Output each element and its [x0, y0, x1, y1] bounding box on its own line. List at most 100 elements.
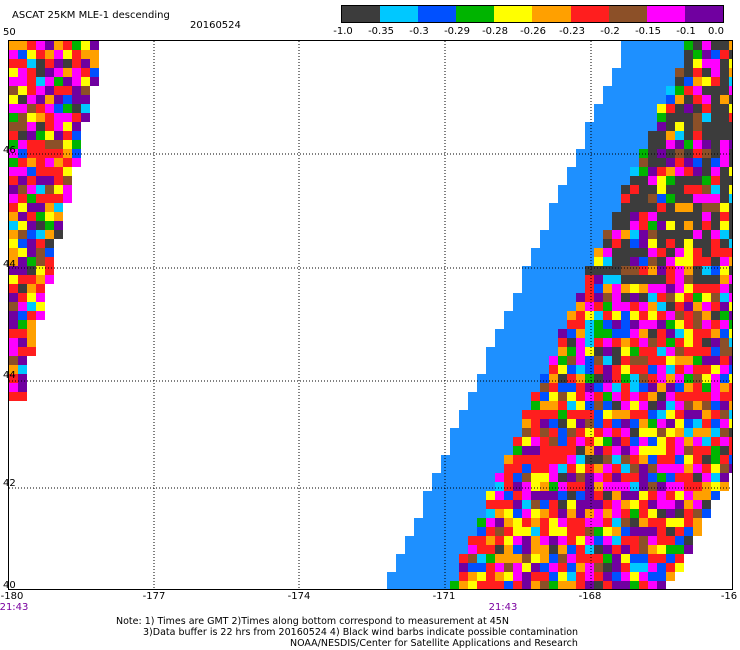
swath-cell	[594, 482, 603, 491]
swath-cell	[729, 311, 732, 320]
swath-cell	[513, 554, 522, 563]
swath-cell	[549, 383, 558, 392]
swath-cell	[468, 464, 477, 473]
swath-cell	[513, 527, 522, 536]
swath-cell	[477, 419, 486, 428]
swath-cell	[648, 554, 657, 563]
swath-cell	[693, 203, 702, 212]
swath-cell	[639, 428, 648, 437]
swath-cell	[630, 392, 639, 401]
swath-cell	[612, 527, 621, 536]
swath-cell	[594, 401, 603, 410]
swath-cell	[567, 554, 576, 563]
swath-cell	[459, 500, 468, 509]
swath-cell	[648, 131, 657, 140]
swath-cell	[522, 374, 531, 383]
swath-cell	[9, 383, 18, 392]
swath-cell	[585, 311, 594, 320]
swath-cell	[639, 419, 648, 428]
swath-cell	[558, 482, 567, 491]
swath-cell	[621, 77, 630, 86]
swath-cell	[18, 248, 27, 257]
swath-cell	[540, 491, 549, 500]
swath-cell	[576, 185, 585, 194]
swath-cell	[621, 275, 630, 284]
swath-cell	[639, 563, 648, 572]
swath-cell	[648, 293, 657, 302]
swath-cell	[36, 221, 45, 230]
swath-cell	[558, 239, 567, 248]
swath-cell	[504, 365, 513, 374]
swath-cell	[693, 509, 702, 518]
swath-cell	[522, 509, 531, 518]
swath-cell	[648, 527, 657, 536]
swath-cell	[405, 536, 414, 545]
swath-cell	[630, 572, 639, 581]
swath-cell	[567, 500, 576, 509]
swath-cell	[576, 266, 585, 275]
swath-cell	[486, 347, 495, 356]
swath-cell	[702, 86, 711, 95]
swath-cell	[594, 122, 603, 131]
swath-cell	[630, 563, 639, 572]
swath-cell	[558, 455, 567, 464]
swath-cell	[693, 257, 702, 266]
swath-cell	[657, 149, 666, 158]
swath-cell	[594, 248, 603, 257]
swath-cell	[693, 212, 702, 221]
swath-cell	[576, 518, 585, 527]
swath-cell	[675, 104, 684, 113]
swath-cell	[639, 77, 648, 86]
swath-cell	[486, 572, 495, 581]
swath-cell	[522, 455, 531, 464]
swath-cell	[18, 149, 27, 158]
swath-cell	[27, 248, 36, 257]
swath-cell	[9, 113, 18, 122]
swath-cell	[45, 203, 54, 212]
swath-cell	[702, 293, 711, 302]
swath-cell	[702, 140, 711, 149]
swath-cell	[711, 122, 720, 131]
swath-cell	[657, 491, 666, 500]
swath-cell	[45, 230, 54, 239]
swath-cell	[9, 221, 18, 230]
swath-cell	[585, 203, 594, 212]
swath-cell	[594, 347, 603, 356]
swath-cell	[666, 527, 675, 536]
swath-cell	[18, 356, 27, 365]
swath-cell	[603, 320, 612, 329]
swath-cell	[612, 113, 621, 122]
swath-cell	[18, 266, 27, 275]
swath-cell	[729, 320, 732, 329]
swath-cell	[594, 572, 603, 581]
swath-cell	[594, 536, 603, 545]
swath-cell	[639, 122, 648, 131]
swath-cell	[711, 419, 720, 428]
swath-cell	[612, 77, 621, 86]
swath-cell	[522, 284, 531, 293]
swath-cell	[486, 419, 495, 428]
swath-cell	[675, 230, 684, 239]
swath-cell	[558, 356, 567, 365]
swath-cell	[576, 338, 585, 347]
swath-cell	[531, 374, 540, 383]
swath-cell	[513, 329, 522, 338]
swath-cell	[585, 275, 594, 284]
colorbar-segment	[418, 6, 457, 22]
swath-cell	[720, 428, 729, 437]
swath-cell	[27, 185, 36, 194]
swath-cell	[630, 356, 639, 365]
swath-cell	[576, 194, 585, 203]
swath-cell	[549, 221, 558, 230]
swath-cell	[513, 365, 522, 374]
swath-cell	[639, 320, 648, 329]
swath-cell	[513, 455, 522, 464]
swath-cell	[585, 536, 594, 545]
swath-cell	[684, 392, 693, 401]
swath-cell	[531, 266, 540, 275]
swath-cell	[657, 95, 666, 104]
swath-cell	[675, 131, 684, 140]
swath-cell	[666, 554, 675, 563]
swath-cell	[711, 401, 720, 410]
swath-cell	[612, 437, 621, 446]
